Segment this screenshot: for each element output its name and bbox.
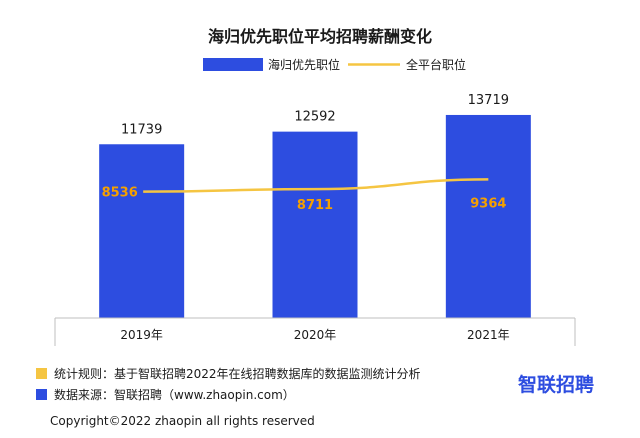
category-labels: 2019年 2020年 2021年 bbox=[120, 328, 509, 342]
line-value-label-2: 9364 bbox=[470, 196, 506, 211]
note-source: 数据来源：智联招聘（www.zhaopin.com） bbox=[54, 387, 295, 402]
legend-swatch-bar bbox=[203, 58, 263, 71]
legend: 海归优先职位 全平台职位 bbox=[203, 57, 466, 72]
bar-2 bbox=[445, 114, 531, 318]
footnotes: 统计规则：基于智联招聘2022年在线招聘数据库的数据监测统计分析 数据来源：智联… bbox=[36, 366, 421, 428]
line-value-label-0: 8536 bbox=[102, 186, 138, 201]
line-value-labels: 8536 8711 9364 bbox=[102, 186, 507, 213]
bar-1 bbox=[272, 131, 358, 318]
bars-group bbox=[99, 114, 531, 318]
category-label-2: 2021年 bbox=[467, 328, 510, 342]
note-rule-marker bbox=[36, 368, 47, 379]
line-value-label-1: 8711 bbox=[297, 198, 333, 213]
legend-label-line: 全平台职位 bbox=[406, 57, 466, 72]
category-label-1: 2020年 bbox=[294, 328, 337, 342]
note-rule: 统计规则：基于智联招聘2022年在线招聘数据库的数据监测统计分析 bbox=[54, 366, 421, 381]
bar-value-label-2: 13719 bbox=[468, 93, 509, 108]
bar-value-label-0: 11739 bbox=[121, 122, 162, 137]
brand-logo: 智联招聘 bbox=[518, 373, 594, 396]
category-label-0: 2019年 bbox=[120, 328, 163, 342]
note-source-marker bbox=[36, 389, 47, 400]
copyright: Copyright©2022 zhaopin all rights reserv… bbox=[50, 414, 315, 428]
bar-0 bbox=[99, 144, 185, 318]
series-line-all-platform bbox=[143, 178, 489, 193]
legend-label-bar: 海归优先职位 bbox=[268, 57, 340, 72]
x-axis bbox=[54, 317, 576, 346]
bar-value-labels: 11739 12592 13719 bbox=[121, 93, 509, 137]
chart-title: 海归优先职位平均招聘薪酬变化 bbox=[208, 27, 432, 46]
bar-value-label-1: 12592 bbox=[294, 110, 335, 125]
